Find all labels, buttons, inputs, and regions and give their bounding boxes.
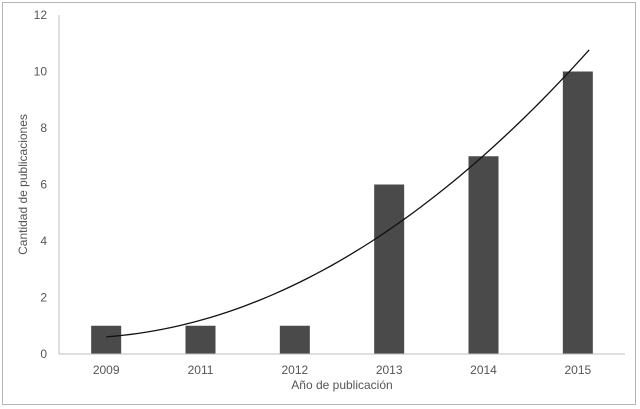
y-tick-label-2: 2 — [40, 291, 47, 305]
plot-area — [59, 15, 625, 354]
bar-2011 — [185, 325, 216, 354]
x-tick-label-2014: 2014 — [470, 363, 497, 377]
trendline — [106, 49, 590, 338]
bar-2013 — [374, 184, 405, 354]
bar-2015 — [562, 71, 593, 354]
trendline-group — [106, 49, 590, 338]
y-tick-label-10: 10 — [34, 65, 48, 79]
y-tick-label-4: 4 — [40, 234, 47, 248]
bar-2012 — [279, 325, 310, 354]
bar-2014 — [468, 156, 499, 354]
x-axis-title: Año de publicación — [291, 378, 392, 392]
x-tick-label-2011: 2011 — [188, 363, 214, 377]
y-tick-label-0: 0 — [40, 347, 47, 361]
bar-2009 — [91, 325, 122, 354]
y-tick-label-6: 6 — [40, 178, 47, 192]
x-tick-label-2013: 2013 — [376, 363, 403, 377]
y-tick-label-12: 12 — [34, 8, 48, 22]
x-tick-label-2015: 2015 — [564, 363, 591, 377]
bars-group — [91, 71, 593, 354]
x-tick-label-2012: 2012 — [281, 363, 308, 377]
y-tick-label-8: 8 — [40, 121, 47, 135]
y-tick-labels: 0 2 4 6 8 10 12 — [34, 8, 48, 361]
x-tick-label-2009: 2009 — [93, 363, 120, 377]
axes-group — [58, 15, 625, 355]
y-axis-title: Cantidad de publicaciones — [16, 114, 30, 255]
x-tick-labels: 2009 2011 2012 2013 2014 2015 — [93, 363, 592, 377]
